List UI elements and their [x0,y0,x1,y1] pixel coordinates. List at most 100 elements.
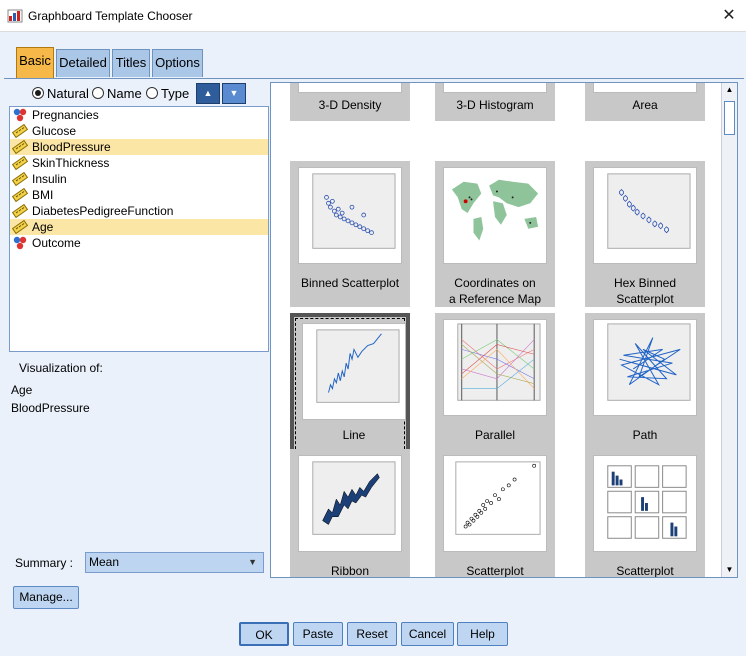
scroll-thumb[interactable] [724,101,735,135]
variable-item[interactable]: Pregnancies [10,107,268,123]
template-thumbnail [298,455,402,552]
sort-ascending-button[interactable]: ▲ [196,83,220,104]
template-tile[interactable]: Line [290,313,410,459]
tab-detailed[interactable]: Detailed [56,49,110,77]
scale-variable-icon [11,187,29,203]
template-label: Scatterplot [466,564,524,578]
radio-icon [146,87,158,99]
sort-descending-icon: ▼ [229,88,239,98]
variable-item[interactable]: DiabetesPedigreeFunction [10,203,268,219]
template-gallery: 3-D Density 3-D Histogram Area Binned Scatt… [270,82,738,578]
scale-variable-icon [11,139,29,155]
template-label-line2: a Reference Map [448,292,542,306]
summary-label: Summary : [15,556,74,570]
template-thumbnail [443,455,547,552]
scroll-down-icon[interactable]: ▼ [725,565,734,574]
variable-item[interactable]: Glucose [10,123,268,139]
variable-label: Age [32,220,54,234]
template-tile[interactable]: Area [585,83,705,121]
variable-label: BloodPressure [32,140,111,154]
template-label: Line [342,428,366,442]
scale-variable-icon [11,155,29,171]
sort-name-label: Name [107,86,142,101]
close-button[interactable]: ✕ [722,7,736,24]
template-thumbnail [443,83,547,93]
scale-variable-icon [11,123,29,139]
tab-basic[interactable]: Basic [16,47,54,78]
summary-value: Mean [89,555,120,569]
template-label: Hex Binned [613,276,677,290]
visualization-var: Age [11,383,33,397]
sort-type-radio[interactable]: Type [146,87,189,101]
variable-label: Pregnancies [32,108,99,122]
sort-ascending-icon: ▲ [203,88,213,98]
template-label: Path [632,428,658,442]
nominal-variable-icon [12,108,28,122]
variable-label: Outcome [32,236,81,250]
template-thumbnail [593,167,697,264]
variable-label: Insulin [32,172,67,186]
variable-item[interactable]: Insulin [10,171,268,187]
variable-item[interactable]: Outcome [10,235,268,251]
template-tile[interactable]: Path [585,313,705,459]
template-thumbnail [302,323,406,420]
window-title: Graphboard Template Chooser [28,9,193,23]
template-tile[interactable]: Coordinates on a Reference Map [435,161,555,307]
template-tile[interactable]: Binned Scatterplot [290,161,410,307]
variable-label: BMI [32,188,54,202]
variable-item[interactable]: SkinThickness [10,155,268,171]
template-tile[interactable]: 3-D Histogram [435,83,555,121]
variable-label: Glucose [32,124,77,138]
radio-selected-icon [32,87,44,99]
template-tile[interactable]: 3-D Density [290,83,410,121]
sort-type-label: Type [161,86,190,101]
variable-item[interactable]: BMI [10,187,268,203]
template-label: Coordinates on [454,276,536,290]
template-thumbnail [443,167,547,264]
template-label: 3-D Histogram [456,98,534,112]
tab-options[interactable]: Options [152,49,203,77]
reset-button[interactable]: Reset [347,622,397,646]
template-tile[interactable]: Hex Binned Scatterplot [585,161,705,307]
template-label: 3-D Density [318,98,382,112]
variable-label: DiabetesPedigreeFunction [32,204,174,218]
visualization-var: BloodPressure [11,401,90,415]
title-bar: Graphboard Template Chooser ✕ [0,0,746,32]
template-thumbnail [593,455,697,552]
ok-button[interactable]: OK [239,622,289,646]
paste-button[interactable]: Paste [293,622,343,646]
template-tile[interactable]: Parallel [435,313,555,459]
scroll-up-icon[interactable]: ▲ [725,85,734,94]
gallery-scrollbar[interactable]: ▲ ▼ [721,83,737,577]
template-thumbnail [298,167,402,264]
template-label-line2: Scatterplot [616,292,674,306]
template-label: Scatterplot [616,564,674,578]
scale-variable-icon [11,203,29,219]
visualization-label: Visualization of: [19,361,103,375]
tab-titles[interactable]: Titles [112,49,150,77]
tab-content-panel [4,78,744,586]
template-label: Ribbon [330,564,370,578]
scale-variable-icon [11,171,29,187]
cancel-button[interactable]: Cancel [401,622,454,646]
chevron-down-icon: ▼ [248,557,257,567]
variable-list[interactable]: Pregnancies Glucose BloodPressure SkinThick… [9,106,269,352]
template-thumbnail [298,83,402,93]
template-tile[interactable]: Scatterplot [435,449,555,578]
sort-natural-radio[interactable]: Natural [32,87,89,101]
app-icon [7,8,23,27]
template-thumbnail [443,319,547,416]
template-tile[interactable]: Scatterplot [585,449,705,578]
template-tile[interactable]: Ribbon [290,449,410,578]
sort-descending-button[interactable]: ▼ [222,83,246,104]
radio-icon [92,87,104,99]
nominal-variable-icon [12,236,28,250]
variable-item[interactable]: BloodPressure [10,139,268,155]
sort-natural-label: Natural [47,86,89,101]
summary-dropdown[interactable]: Mean ▼ [85,552,264,573]
sort-name-radio[interactable]: Name [92,87,142,101]
template-label: Binned Scatterplot [300,276,400,290]
manage-button[interactable]: Manage... [13,586,79,609]
variable-item[interactable]: Age [10,219,268,235]
help-button[interactable]: Help [457,622,508,646]
